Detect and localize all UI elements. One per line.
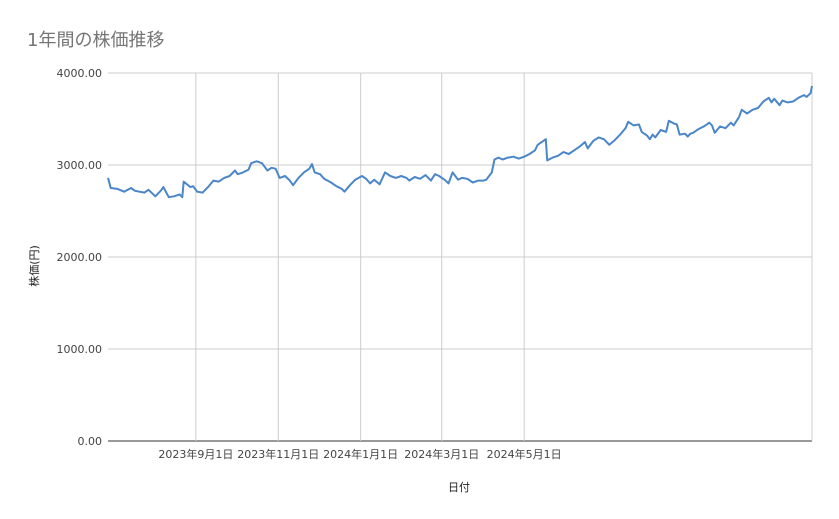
grid-lines <box>108 72 813 442</box>
series-line <box>107 85 813 199</box>
x-tick-label: 2023年11月1日 <box>237 447 319 461</box>
x-tick-labels: 2023年9月1日 2023年11月1日 2024年1月1日 2024年3月1日 202… <box>158 447 561 461</box>
y-tick-label: 2000.00 <box>57 251 103 264</box>
chart-title: 1年間の株価推移 <box>27 30 165 51</box>
y-tick-label: 1000.00 <box>57 343 103 356</box>
y-tick-label: 0.00 <box>78 435 103 448</box>
x-tick-label: 2024年5月1日 <box>487 447 562 461</box>
plot-area <box>107 85 813 199</box>
x-tick-label: 2023年9月1日 <box>158 447 233 461</box>
y-tick-label: 3000.00 <box>57 159 103 172</box>
y-tick-label: 4000.00 <box>57 67 103 80</box>
x-tick-label: 2024年1月1日 <box>323 447 398 461</box>
x-tick-label: 2024年3月1日 <box>404 447 479 461</box>
y-tick-labels: 0.00 1000.00 2000.00 3000.00 4000.00 <box>57 67 103 448</box>
x-axis-label: 日付 <box>448 481 470 494</box>
